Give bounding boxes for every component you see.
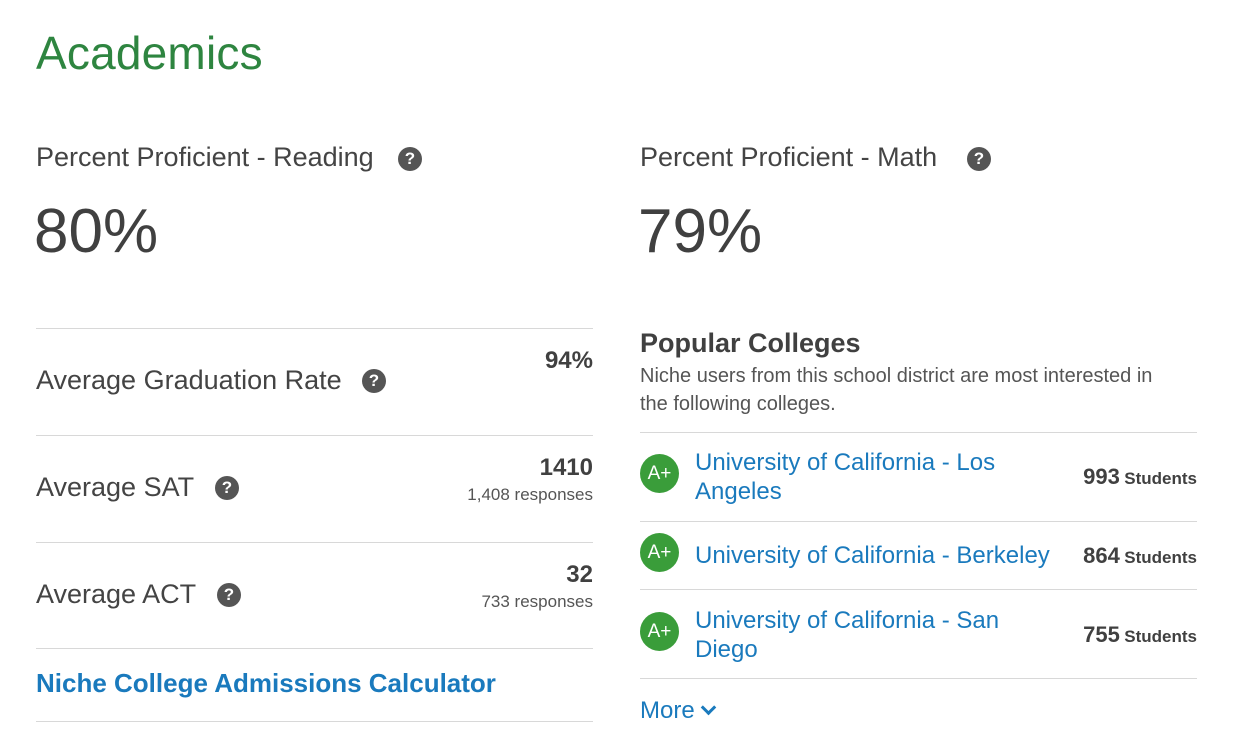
sat-label: Average SAT (36, 472, 195, 502)
college-student-count: 993 Students (1083, 464, 1197, 490)
divider (36, 721, 593, 722)
math-label: Percent Proficient - Math (640, 142, 938, 172)
graduation-help-icon[interactable]: ? (362, 369, 386, 393)
math-help-icon[interactable]: ? (967, 147, 991, 171)
more-colleges-button[interactable]: More (640, 697, 716, 725)
college-student-count: 755 Students (1083, 622, 1197, 648)
sat-help-icon[interactable]: ? (215, 476, 239, 500)
divider (640, 521, 1197, 522)
popular-colleges-title: Popular Colleges (640, 328, 861, 358)
divider (640, 678, 1197, 679)
student-count-number: 755 (1083, 622, 1120, 647)
grade-badge: A+ (640, 533, 679, 572)
act-label: Average ACT (36, 579, 197, 609)
reading-value: 80% (34, 197, 159, 266)
chevron-down-icon (700, 699, 716, 716)
reading-label: Percent Proficient - Reading (36, 142, 374, 172)
student-count-number: 993 (1083, 464, 1120, 489)
admissions-calculator-link[interactable]: Niche College Admissions Calculator (36, 668, 496, 698)
divider (36, 328, 593, 329)
divider (36, 435, 593, 436)
section-title: Academics (36, 27, 263, 79)
college-row: A+ University of California - Berkeley 8… (640, 531, 1197, 589)
college-link[interactable]: University of California - Berkeley (695, 542, 1050, 569)
sat-value: 1410 (539, 454, 593, 481)
student-count-unit: Students (1124, 548, 1197, 567)
grade-badge: A+ (640, 612, 679, 651)
sat-responses: 1,408 responses (467, 485, 593, 504)
college-link[interactable]: University of California - San Diego (695, 607, 1000, 663)
grade-badge: A+ (640, 454, 679, 493)
act-help-icon[interactable]: ? (217, 583, 241, 607)
college-row: A+ University of California - Los Angele… (640, 446, 1197, 520)
divider (640, 589, 1197, 590)
act-value: 32 (566, 561, 593, 588)
graduation-label: Average Graduation Rate (36, 365, 342, 395)
divider (36, 542, 593, 543)
college-student-count: 864 Students (1083, 543, 1197, 569)
popular-colleges-description: Niche users from this school district ar… (640, 365, 1153, 415)
math-value: 79% (638, 197, 763, 266)
divider (36, 648, 593, 649)
student-count-unit: Students (1124, 469, 1197, 488)
divider (640, 432, 1197, 433)
more-label: More (640, 697, 695, 724)
act-responses: 733 responses (481, 592, 593, 611)
graduation-value: 94% (544, 347, 593, 374)
college-link[interactable]: University of California - Los Angeles (695, 449, 996, 505)
student-count-unit: Students (1124, 627, 1197, 646)
college-row: A+ University of California - San Diego … (640, 604, 1197, 678)
reading-help-icon[interactable]: ? (398, 147, 422, 171)
student-count-number: 864 (1083, 543, 1120, 568)
